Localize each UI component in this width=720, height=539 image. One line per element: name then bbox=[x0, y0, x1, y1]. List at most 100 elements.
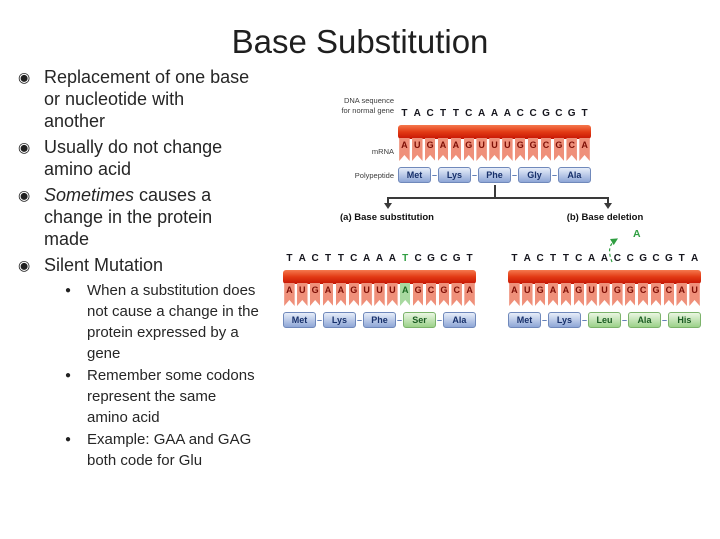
mrna-base: A bbox=[509, 283, 520, 306]
bullet-line: change in the protein bbox=[44, 207, 213, 227]
mrna-base: G bbox=[553, 138, 565, 161]
bullet-glyph-icon: ◉ bbox=[18, 139, 31, 155]
bullet-glyph-icon: ◉ bbox=[18, 257, 31, 273]
bullet-glyph-icon: ● bbox=[65, 434, 72, 445]
dna-base: T bbox=[402, 253, 409, 264]
dna-base: A bbox=[478, 108, 486, 119]
dna-base: C bbox=[575, 253, 583, 264]
bullet-glyph-icon: ● bbox=[65, 370, 72, 381]
bullet-line: Sometimes causes a bbox=[44, 185, 212, 205]
dna-base: A bbox=[490, 108, 499, 119]
mrna-base: C bbox=[451, 283, 462, 306]
mrna-base: U bbox=[297, 283, 308, 306]
dna-base: A bbox=[413, 108, 421, 119]
polypeptide-label: Polypeptide bbox=[354, 171, 394, 180]
bullet-line: amino acid bbox=[44, 159, 132, 179]
mrna-base: G bbox=[463, 138, 474, 161]
mrna-base: A bbox=[560, 283, 572, 306]
peptide-bond-dash: – bbox=[431, 169, 437, 180]
dna-base: A bbox=[588, 253, 596, 264]
dna-base: G bbox=[542, 108, 550, 119]
deletion-strip: T A C T T C A A C C G C G T A A U G A A G U U G G C G C A U Met – Lys – Le… bbox=[508, 252, 701, 330]
mrna-base: C bbox=[540, 138, 552, 161]
dna-sequence-label: DNA sequence for normal gene bbox=[341, 96, 394, 115]
dna-base: C bbox=[311, 253, 319, 264]
mrna-base: A bbox=[676, 283, 687, 306]
dna-base: T bbox=[401, 108, 408, 119]
arrow-down-icon bbox=[603, 203, 612, 209]
dna-base: T bbox=[678, 253, 685, 264]
amino-acid-box: Met bbox=[398, 166, 431, 183]
amino-acid-box: His bbox=[667, 311, 701, 328]
dna-base: G bbox=[639, 253, 647, 264]
dna-base: A bbox=[523, 253, 531, 264]
mrna-base: U bbox=[689, 283, 700, 306]
bullet-line: Silent Mutation bbox=[44, 255, 164, 275]
amino-acid-box: Leu bbox=[587, 311, 621, 328]
mrna-base: G bbox=[438, 283, 450, 306]
base-substitution-caption: (a) Base substitution bbox=[340, 212, 434, 223]
bullet-line: both code for Glu bbox=[87, 452, 203, 469]
bullet-glyph-icon: ◉ bbox=[18, 187, 31, 203]
mrna-base: U bbox=[502, 138, 513, 161]
amino-acid-box: Lys bbox=[437, 166, 471, 183]
peptide-bond-dash: – bbox=[541, 314, 547, 325]
mrna-base: G bbox=[309, 283, 321, 306]
amino-acid-box: Ser bbox=[402, 311, 436, 328]
dna-base: A bbox=[375, 253, 384, 264]
mrna-base: A bbox=[579, 138, 590, 161]
amino-acid-box: Ala bbox=[442, 311, 476, 328]
mrna-base: U bbox=[374, 283, 385, 306]
mrna-label: mRNA bbox=[371, 147, 394, 156]
substitution-strip: T A C T T C A A A T C G C G T A U G A A G U U U A G C G C A Met – Lys – Ph… bbox=[283, 252, 476, 330]
dna-base: C bbox=[465, 108, 473, 119]
amino-acid-box: Met bbox=[283, 311, 316, 328]
mrna-base: G bbox=[650, 283, 662, 306]
mrna-base: A bbox=[547, 283, 559, 306]
dna-base: G bbox=[567, 108, 576, 119]
dna-base: C bbox=[350, 253, 358, 264]
bullet-line: another bbox=[44, 111, 106, 131]
arrow-down-icon bbox=[383, 203, 392, 209]
dna-base: A bbox=[690, 253, 699, 264]
bullet-line: Usually do not change bbox=[44, 137, 223, 157]
mrna-base: G bbox=[624, 283, 636, 306]
mrna-base: A bbox=[335, 283, 347, 306]
base-deletion-caption: (b) Base deletion bbox=[566, 212, 644, 223]
bullet-line: or nucleotide with bbox=[44, 89, 185, 109]
peptide-bond-dash: – bbox=[471, 169, 477, 180]
amino-acid-box: Lys bbox=[547, 311, 581, 328]
amino-acid-box: Ala bbox=[627, 311, 661, 328]
bullet-line: When a substitution does bbox=[87, 282, 256, 299]
mrna-base: C bbox=[425, 283, 437, 306]
dna-base: T bbox=[452, 108, 459, 119]
dna-base: T bbox=[324, 253, 332, 264]
peptide-bond-dash: – bbox=[436, 314, 442, 325]
bullet-item: ● When a substitution does not cause a cha… bbox=[65, 280, 323, 364]
mrna-base: G bbox=[573, 283, 584, 306]
dna-base: G bbox=[664, 253, 673, 264]
dna-base: C bbox=[536, 253, 544, 264]
page-title: Base Substitution bbox=[231, 23, 489, 60]
dna-base: G bbox=[452, 253, 461, 264]
dna-base: C bbox=[529, 108, 537, 119]
bullet-glyph-icon: ◉ bbox=[18, 69, 31, 85]
mrna-base: A bbox=[450, 138, 462, 161]
peptide-bond-dash: – bbox=[396, 314, 402, 325]
mrna-base: U bbox=[599, 283, 610, 306]
mrna-base: G bbox=[412, 283, 424, 306]
mrna-base: U bbox=[361, 283, 372, 306]
mrna-base: C bbox=[663, 283, 675, 306]
mrna-base: A bbox=[284, 283, 295, 306]
amino-acid-box: Phe bbox=[362, 311, 396, 328]
bullet-item: ◉ Usually do not change amino acid bbox=[18, 136, 323, 180]
dna-base: C bbox=[626, 253, 634, 264]
normal-gene-strip: T A C T T C A A A C C G C G T A U G A A G U U U G G C G C A Met – Lys – Ph… bbox=[398, 107, 591, 185]
dna-base: C bbox=[440, 253, 448, 264]
dna-base: A bbox=[600, 253, 609, 264]
dna-base: A bbox=[298, 253, 306, 264]
amino-acid-box: Ala bbox=[557, 166, 591, 183]
amino-acid-box: Lys bbox=[322, 311, 356, 328]
bullet-line: gene bbox=[87, 345, 121, 362]
